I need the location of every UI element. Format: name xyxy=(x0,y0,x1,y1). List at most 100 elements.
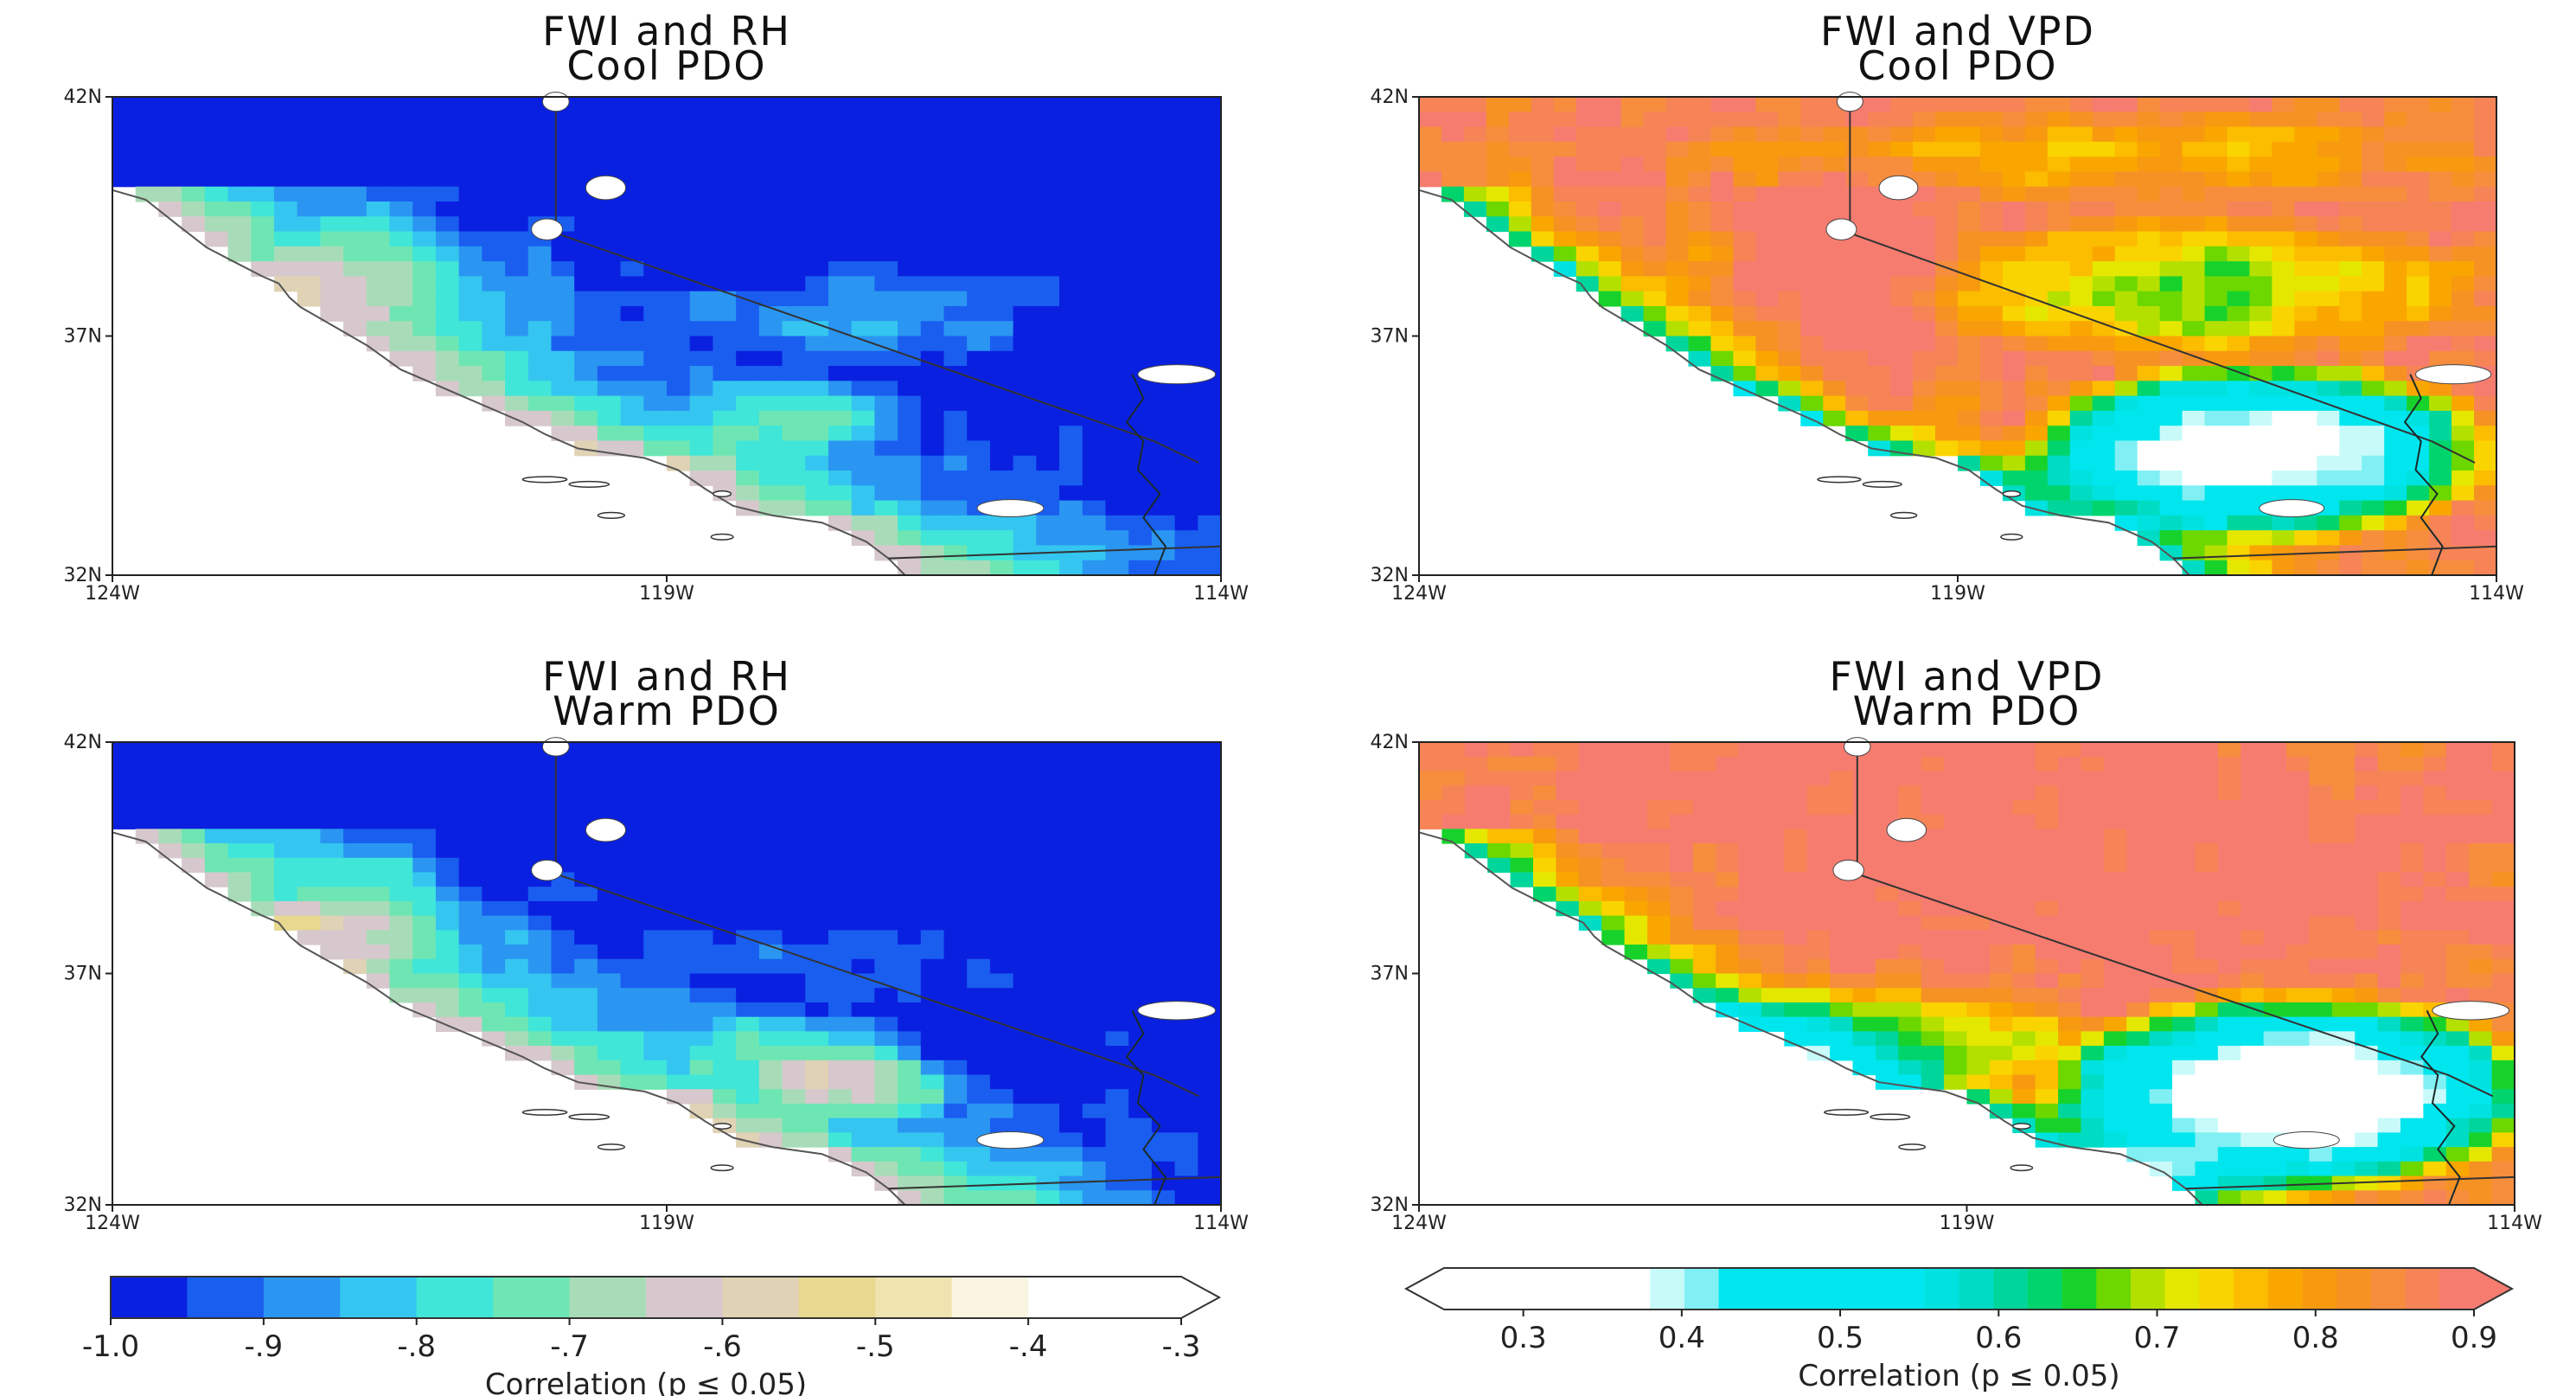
grid-cell xyxy=(989,97,1014,112)
grid-cell xyxy=(1755,276,1779,292)
grid-cell xyxy=(320,771,344,786)
grid-cell xyxy=(2384,381,2407,397)
grid-cell xyxy=(2217,829,2241,844)
grid-cell xyxy=(620,366,644,381)
grid-cell xyxy=(1553,261,1577,277)
grid-cell xyxy=(713,988,737,1003)
grid-cell xyxy=(1913,216,1936,233)
grid-cell xyxy=(2309,1147,2333,1162)
grid-cell xyxy=(713,872,737,887)
grid-cell xyxy=(1688,216,1712,233)
grid-cell xyxy=(2384,530,2407,547)
grid-cell xyxy=(967,395,991,412)
grid-cell xyxy=(1898,857,1922,874)
grid-cell xyxy=(1198,771,1222,786)
grid-cell xyxy=(874,843,898,859)
grid-cell xyxy=(943,1074,968,1090)
grid-cell xyxy=(805,1002,829,1018)
grid-cell xyxy=(898,1147,922,1162)
grid-cell xyxy=(1059,1089,1083,1105)
grid-cell xyxy=(227,126,252,143)
grid-cell xyxy=(482,829,506,844)
grid-cell xyxy=(1601,771,1626,786)
grid-cell xyxy=(2012,843,2036,859)
grid-cell xyxy=(736,291,760,307)
grid-cell xyxy=(1670,930,1694,945)
grid-cell xyxy=(1646,958,1671,975)
grid-cell xyxy=(2263,872,2287,887)
grid-cell xyxy=(2377,958,2401,975)
island xyxy=(2000,533,2023,541)
grid-cell xyxy=(782,201,806,217)
grid-cell xyxy=(2331,930,2355,945)
grid-cell xyxy=(2058,1089,2082,1105)
grid-cell xyxy=(1174,381,1199,397)
grid-cell xyxy=(251,756,275,772)
grid-cell xyxy=(320,799,344,816)
grid-cell xyxy=(1198,231,1222,247)
colorbar-swatch xyxy=(2405,1268,2440,1310)
grid-cell xyxy=(320,246,344,262)
colorado-river xyxy=(1125,374,1167,576)
grid-cell xyxy=(943,440,968,457)
grid-cell xyxy=(2137,216,2161,233)
grid-cell xyxy=(851,500,875,516)
grid-cell xyxy=(204,814,229,829)
grid-cell xyxy=(943,291,968,307)
grid-cell xyxy=(482,872,506,887)
colorbar-extend-min xyxy=(1406,1268,1444,1310)
grid-cell xyxy=(989,945,1014,960)
grid-cell xyxy=(643,742,668,758)
grid-cell xyxy=(1665,126,1690,143)
grid-cell xyxy=(1059,350,1083,367)
grid-cell xyxy=(551,1031,575,1047)
grid-cell xyxy=(898,395,922,412)
grid-cell xyxy=(736,455,760,471)
grid-cell xyxy=(574,872,598,887)
grid-cell xyxy=(1921,900,1945,917)
grid-cell xyxy=(2491,1147,2515,1162)
grid-cell xyxy=(2286,771,2311,786)
grid-cell xyxy=(389,857,413,874)
grid-cell xyxy=(1755,141,1779,157)
grid-cell xyxy=(2092,395,2116,412)
colorbar-tick-label: 0.8 xyxy=(2292,1321,2339,1355)
grid-cell xyxy=(989,1147,1014,1162)
grid-cell xyxy=(2249,141,2273,157)
grid-cell xyxy=(2227,471,2251,486)
grid-cell xyxy=(551,843,575,859)
grid-cell xyxy=(2002,157,2026,173)
grid-cell xyxy=(2172,785,2196,801)
grid-cell xyxy=(782,381,806,397)
grid-cell xyxy=(2012,930,2036,945)
grid-cell xyxy=(1174,336,1199,352)
grid-cell xyxy=(505,742,529,758)
grid-cell xyxy=(527,915,553,931)
grid-cell xyxy=(1082,395,1107,412)
grid-cell xyxy=(1716,988,1740,1003)
grid-cell xyxy=(2429,157,2452,173)
grid-cell xyxy=(2362,305,2385,322)
grid-cell xyxy=(2309,756,2333,772)
grid-cell xyxy=(1755,171,1779,188)
grid-cell xyxy=(2217,1016,2241,1032)
grid-cell xyxy=(2126,900,2151,917)
grid-cell xyxy=(2204,440,2228,457)
grid-cell xyxy=(458,857,483,874)
grid-cell xyxy=(2182,246,2206,262)
grid-cell xyxy=(1174,305,1199,322)
grid-cell xyxy=(1823,261,1846,277)
grid-cell xyxy=(2204,395,2228,412)
grid-cell xyxy=(1464,799,1488,816)
grid-cell xyxy=(713,915,737,931)
grid-cell xyxy=(1508,231,1532,247)
grid-cell xyxy=(736,900,760,917)
grid-cell xyxy=(2362,112,2385,128)
grid-cell xyxy=(851,742,875,758)
grid-cell xyxy=(2159,350,2183,367)
grid-cell xyxy=(1755,336,1779,352)
grid-cell xyxy=(2331,1190,2355,1206)
grid-cell xyxy=(667,126,691,143)
grid-cell xyxy=(1755,366,1779,381)
grid-cell xyxy=(1013,1060,1037,1076)
